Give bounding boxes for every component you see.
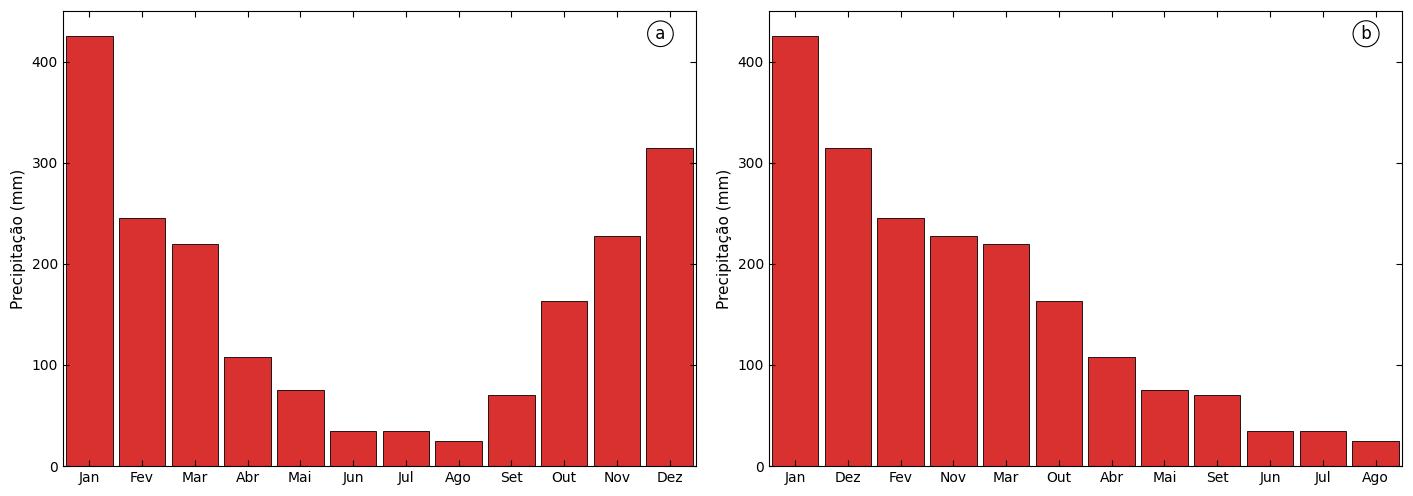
Text: b: b — [1355, 25, 1376, 43]
Bar — [983, 244, 1029, 466]
Bar — [119, 218, 165, 466]
Bar — [277, 390, 324, 466]
Bar — [66, 36, 113, 466]
Text: a: a — [650, 25, 671, 43]
Bar — [1036, 301, 1082, 466]
Bar — [383, 431, 430, 466]
Bar — [171, 244, 218, 466]
Bar — [487, 395, 534, 466]
Bar — [1142, 390, 1188, 466]
Bar — [225, 357, 271, 466]
Bar — [1300, 431, 1347, 466]
Bar — [1246, 431, 1293, 466]
Bar — [329, 431, 376, 466]
Bar — [1088, 357, 1135, 466]
Bar — [647, 148, 692, 466]
Bar — [877, 218, 924, 466]
Bar — [771, 36, 818, 466]
Bar — [435, 441, 482, 466]
Bar — [825, 148, 870, 466]
Y-axis label: Precipitação (mm): Precipitação (mm) — [11, 169, 25, 309]
Bar — [1352, 441, 1399, 466]
Bar — [1194, 395, 1241, 466]
Bar — [593, 236, 640, 466]
Bar — [541, 301, 588, 466]
Bar — [930, 236, 976, 466]
Y-axis label: Precipitação (mm): Precipitação (mm) — [716, 169, 732, 309]
